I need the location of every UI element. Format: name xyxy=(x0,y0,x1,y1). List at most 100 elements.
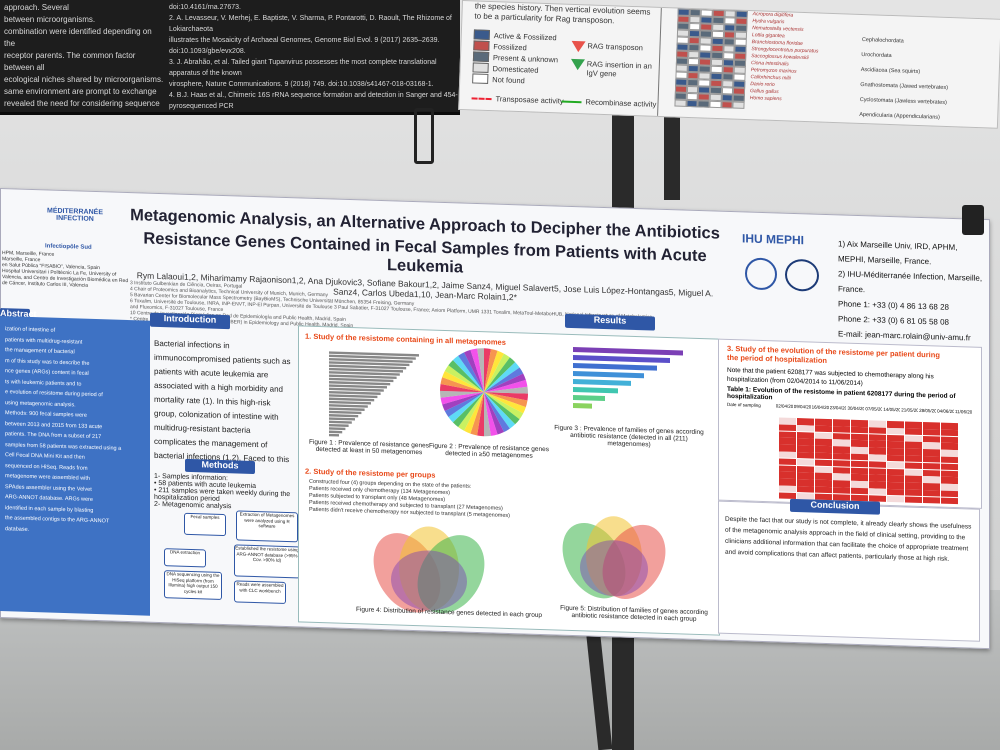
conclusion-heading: Conclusion xyxy=(790,498,880,515)
wheel-slice xyxy=(470,348,484,393)
wheel-slice xyxy=(442,371,484,393)
methods-flowchart: Fecal samples Extraction of Metagenomes w… xyxy=(154,508,298,604)
flow-box: DNA extraction xyxy=(164,548,206,568)
wheel-slice xyxy=(484,353,510,393)
legend-label: Present & unknown xyxy=(492,52,559,64)
legend-swatch xyxy=(472,51,490,62)
table-column-header: Date of sampling xyxy=(727,401,761,408)
bar xyxy=(329,404,368,408)
bar xyxy=(329,387,384,392)
wheel-slice xyxy=(464,392,484,434)
figure-3-caption: Figure 3 : Prevalence of families of gen… xyxy=(554,424,704,449)
mediterranee-logo: MÉDITERRANÉE INFECTION xyxy=(46,207,103,223)
bar xyxy=(329,400,371,405)
group-name: Apendicularia (Appendicularians) xyxy=(859,111,941,121)
figure-2-caption: Figure 2 : Prevalence of resistance gene… xyxy=(429,442,549,460)
figure-1-bar-chart xyxy=(329,351,419,437)
legend-item: Not found xyxy=(472,73,525,85)
table-1-heatmap xyxy=(779,417,974,505)
grid-cell xyxy=(686,99,698,108)
legend-transposase: Transposase activity xyxy=(471,93,564,106)
reference-line: virosphere, Nature Communications. 9 (20… xyxy=(169,81,434,88)
figure-5-venn-diagram xyxy=(562,516,666,600)
grid-cell xyxy=(721,101,733,109)
wheel-slice xyxy=(484,362,520,393)
line-icon xyxy=(561,100,582,103)
species-list: Acropora digitifera Hydra vulgaris Nematos… xyxy=(750,11,823,104)
wheel-slice xyxy=(484,373,526,393)
legend-recombinase: Recombinase activity xyxy=(561,97,657,109)
wheel-slice xyxy=(452,392,484,427)
legend-label: Fossilized xyxy=(493,41,527,52)
bar xyxy=(573,347,683,356)
grid-cell xyxy=(709,100,722,109)
poster-references-column: doi:10.4161/rna.27673. 2. A. Levasseur, V… xyxy=(165,0,460,112)
wheel-slice xyxy=(444,392,484,417)
table-column-header: 04/06/2014 xyxy=(937,408,955,414)
reference-line: doi:10.4161/rna.27673. xyxy=(169,4,242,11)
heatmap-cell xyxy=(923,496,940,504)
section-3-heading: 3. Study of the evolution of the resisto… xyxy=(727,343,940,365)
bar xyxy=(329,423,349,427)
wheel-slice xyxy=(440,390,484,398)
bar xyxy=(329,371,400,376)
amu-seal-icon xyxy=(785,258,819,292)
methods-list: 1- Samples information: • 58 patients wit… xyxy=(154,473,294,512)
reference-line: 3. J. Abrahão, et al. Tailed giant Tupan… xyxy=(169,59,437,77)
text-line: receptor parents. The common factor betw… xyxy=(4,51,136,72)
poster-conclusion-column: approach. Several between microorganisms.… xyxy=(0,0,168,112)
wheel-slice xyxy=(464,349,484,393)
flow-box: Extraction of Metagenomes were analyzed … xyxy=(236,510,298,543)
main-poster: MÉDITERRANÉE INFECTION Infectiopôle Sud … xyxy=(0,188,990,650)
conclusion-panel: Despite the fact that our study is not c… xyxy=(718,500,980,642)
divider xyxy=(657,7,662,116)
wheel-slice xyxy=(442,392,484,411)
bar xyxy=(329,397,375,402)
section-2-heading: 2. Study of the resistome per groups xyxy=(305,466,436,480)
reference-line: 4. B.J. Haas et al., Chimeric 16S rRNA s… xyxy=(169,92,458,110)
wheel-slice xyxy=(440,392,484,405)
bar xyxy=(329,394,378,399)
bar xyxy=(329,384,387,389)
bar xyxy=(329,433,339,437)
wheel-slice xyxy=(452,355,484,393)
text-line: same environment are prompt to exchange xyxy=(4,87,157,96)
bar xyxy=(573,403,592,409)
reference-line: 2. A. Levasseur, V. Merhej, E. Baptiste,… xyxy=(169,15,452,33)
table-column-header: 21/05/2014 xyxy=(901,407,919,413)
wheel-slice xyxy=(484,386,528,394)
bar xyxy=(329,420,352,424)
bar xyxy=(573,387,618,394)
wheel-slice xyxy=(477,392,484,437)
wheel-slice xyxy=(484,392,528,401)
table-column-header: 14/05/2014 xyxy=(883,406,901,413)
group-list: Cephalochordata Urochordata Ascidiacea (Se… xyxy=(859,33,992,127)
figure-3-bar-chart xyxy=(573,347,683,409)
bar xyxy=(329,361,410,367)
bar xyxy=(329,351,419,357)
abstract-panel: ization of intestine of patients with mul… xyxy=(0,316,150,616)
introduction-text: Bacterial infections in immunocompromise… xyxy=(154,338,291,466)
legend-rag-insertion: RAG insertion in an IgV gene xyxy=(586,59,657,79)
bar xyxy=(329,390,381,395)
bar xyxy=(573,355,670,364)
legend-label: Recombinase activity xyxy=(585,97,657,109)
table-column-header: 30/04/2014 xyxy=(847,405,865,412)
heatmap-cell xyxy=(887,495,904,503)
wheel-slice xyxy=(484,357,516,393)
grid-cell xyxy=(697,100,710,108)
mephi-logo: IHU MEPHI xyxy=(742,231,805,248)
table-column-header: 11/06/2014 xyxy=(955,409,972,415)
wheel-slice xyxy=(477,348,484,393)
bar xyxy=(573,379,631,386)
legend-rag: RAG transposon xyxy=(587,41,643,52)
binder-clip xyxy=(962,205,984,235)
wheel-slice xyxy=(470,392,484,436)
text-line: ecological niches shared by microorganis… xyxy=(4,75,164,84)
figure-1-caption: Figure 1 : Prevalence of resistance gene… xyxy=(309,438,429,457)
bar xyxy=(573,395,605,402)
red-triangle-icon xyxy=(571,40,586,53)
wheel-slice xyxy=(484,392,526,414)
section-3-panel: 3. Study of the evolution of the resisto… xyxy=(718,338,982,509)
top-right-poster: the species history. Then vertical evolu… xyxy=(458,0,1000,129)
